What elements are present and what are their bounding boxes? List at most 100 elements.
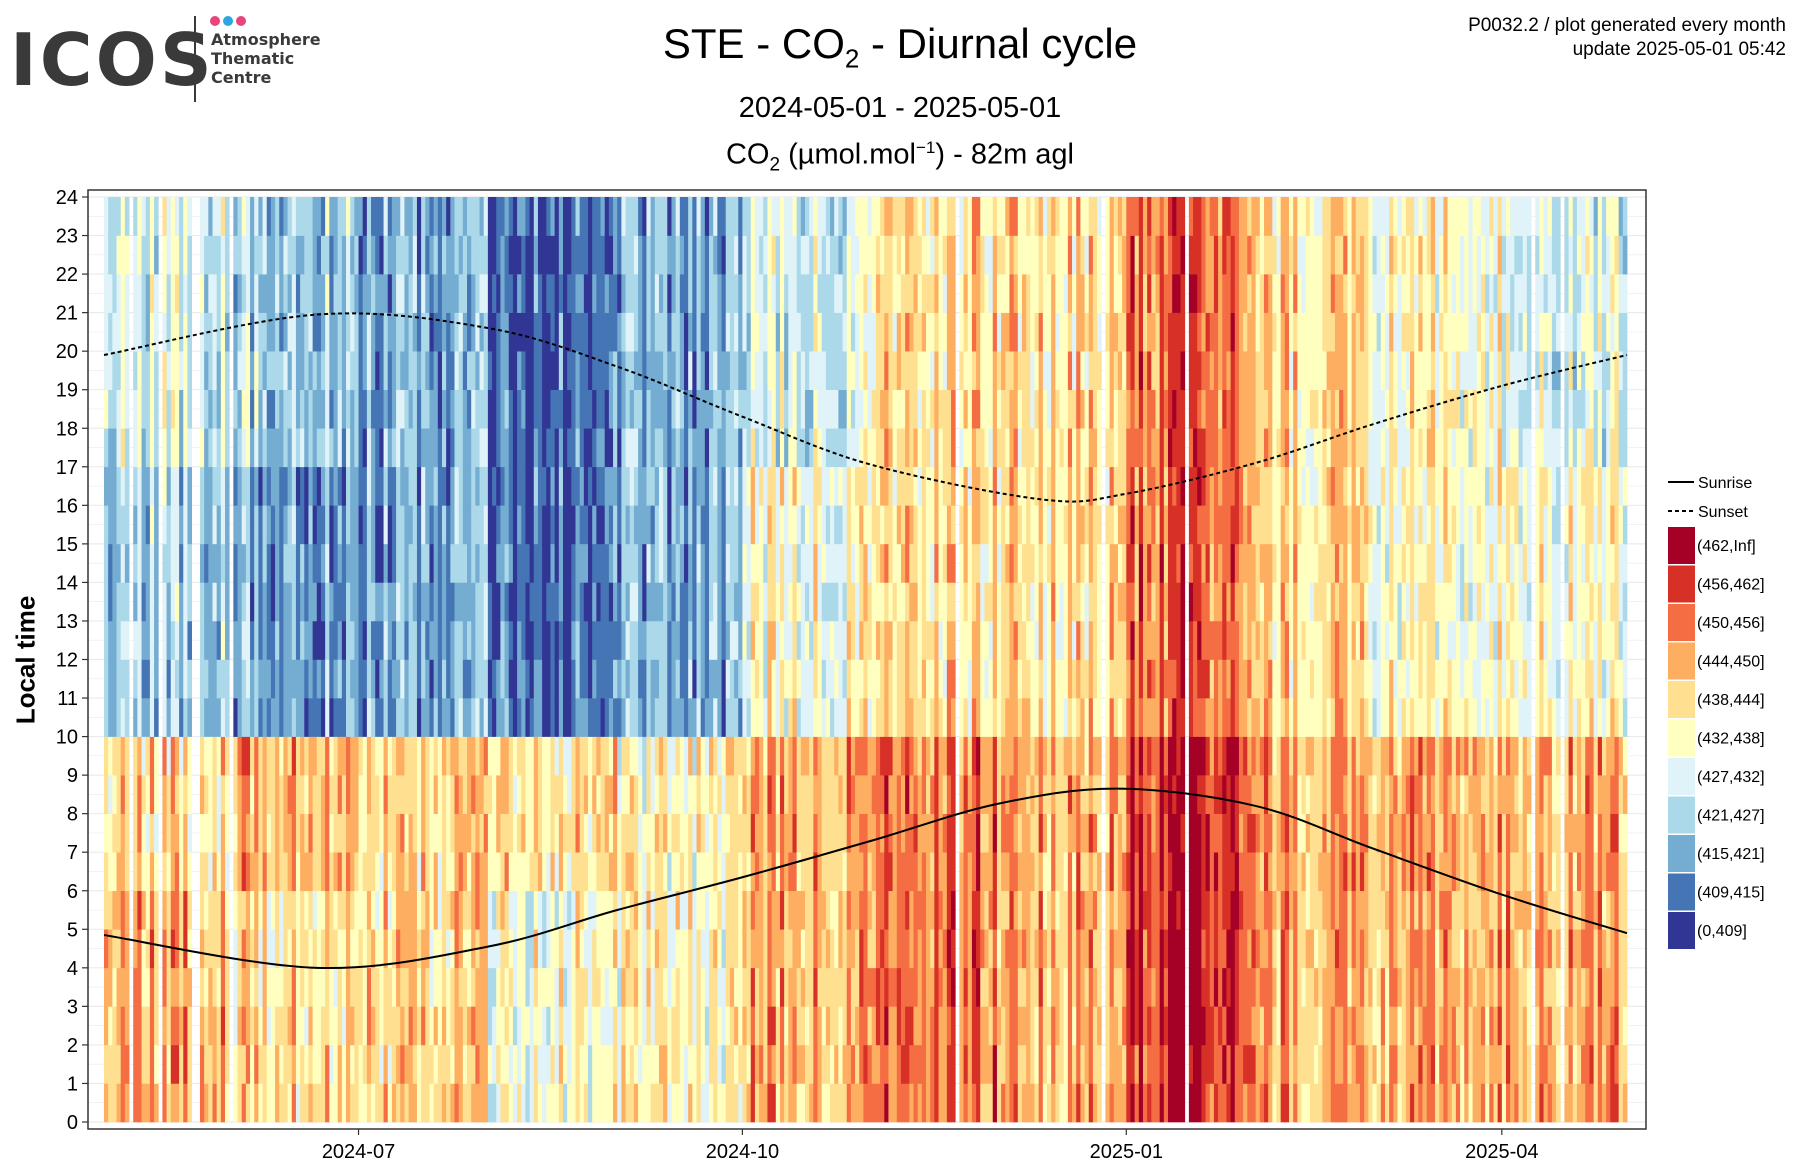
- heatmap-cell: [767, 967, 773, 1007]
- heatmap-cell: [671, 312, 677, 352]
- heatmap-cell: [784, 1044, 789, 1084]
- heatmap-cell: [295, 813, 301, 853]
- heatmap-cell: [867, 505, 873, 545]
- heatmap-cell: [329, 197, 334, 236]
- heatmap-cell: [738, 698, 743, 737]
- heatmap-cell: [596, 852, 601, 892]
- heatmap-cell: [838, 235, 843, 275]
- heatmap-cell: [162, 929, 167, 969]
- heatmap-cell: [600, 620, 606, 660]
- heatmap-cell: [170, 428, 176, 468]
- heatmap-cell: [667, 698, 672, 737]
- heatmap-cell: [834, 582, 839, 622]
- heatmap-cell: [875, 852, 881, 892]
- heatmap-cell: [817, 929, 823, 969]
- heatmap-cell: [108, 428, 113, 468]
- heatmap-cell: [446, 929, 451, 969]
- heatmap-cell: [800, 1006, 806, 1046]
- heatmap-cell: [596, 466, 601, 506]
- heatmap-cell: [567, 967, 572, 1007]
- heatmap-cell: [846, 428, 852, 468]
- heatmap-cell: [396, 274, 401, 313]
- heatmap-cell: [742, 428, 747, 468]
- heatmap-cell: [729, 582, 735, 622]
- heatmap-cell: [283, 698, 288, 737]
- heatmap-cell: [216, 235, 222, 275]
- heatmap-cell: [429, 659, 435, 699]
- heatmap-cell: [300, 235, 305, 275]
- heatmap-cell: [525, 312, 530, 352]
- heatmap-cell: [763, 312, 768, 352]
- heatmap-cell: [984, 1006, 989, 1046]
- heatmap-cell: [621, 736, 626, 776]
- heatmap-cell: [496, 235, 501, 275]
- heatmap-cell: [346, 929, 351, 969]
- heatmap-cell: [133, 466, 138, 506]
- heatmap-cell: [663, 852, 668, 892]
- heatmap-cell: [763, 659, 768, 699]
- heatmap-cell: [337, 852, 343, 892]
- heatmap-cell: [583, 1006, 589, 1046]
- heatmap-cell: [696, 235, 702, 275]
- heatmap-cell: [362, 736, 368, 776]
- heatmap-cell: [683, 929, 689, 969]
- heatmap-cell: [638, 197, 643, 236]
- heatmap-cell: [333, 197, 339, 236]
- heatmap-cell: [784, 1006, 789, 1046]
- heatmap-cell: [412, 197, 418, 236]
- heatmap-cell: [608, 312, 614, 352]
- heatmap-cell: [237, 659, 243, 699]
- heatmap-cell: [784, 543, 789, 583]
- heatmap-cell: [529, 428, 535, 468]
- heatmap-cell: [596, 736, 601, 776]
- heatmap-cell: [350, 813, 355, 853]
- heatmap-cell: [295, 890, 301, 930]
- heatmap-cell: [946, 620, 952, 660]
- heatmap-cells: [104, 197, 1628, 1123]
- heatmap-cell: [454, 389, 460, 429]
- heatmap-cell: [738, 813, 743, 853]
- heatmap-cell: [830, 890, 835, 930]
- heatmap-cell: [696, 389, 702, 429]
- heatmap-cell: [320, 466, 326, 506]
- heatmap-cell: [279, 736, 284, 776]
- heatmap-cell: [567, 582, 572, 622]
- heatmap-cell: [834, 967, 839, 1007]
- heatmap-cell: [938, 312, 944, 352]
- heatmap-cell: [387, 659, 393, 699]
- heatmap-cell: [621, 929, 626, 969]
- heatmap-cell: [917, 235, 923, 275]
- heatmap-cell: [838, 428, 843, 468]
- heatmap-cell: [333, 235, 339, 275]
- heatmap-cell: [337, 813, 343, 853]
- heatmap-cell: [537, 235, 543, 275]
- heatmap-cell: [104, 659, 109, 699]
- heatmap-cell: [838, 197, 843, 236]
- heatmap-cell: [913, 698, 919, 737]
- heatmap-cell: [905, 351, 910, 391]
- heatmap-cell: [717, 466, 722, 506]
- heatmap-cell: [946, 967, 952, 1007]
- heatmap-cell: [492, 582, 497, 622]
- heatmap-cell: [830, 620, 835, 660]
- heatmap-cell: [241, 736, 247, 776]
- heatmap-cell: [721, 466, 727, 506]
- heatmap-cell: [400, 389, 405, 429]
- heatmap-cell: [938, 1044, 944, 1084]
- heatmap-cell: [429, 582, 435, 622]
- heatmap-cell: [880, 736, 885, 776]
- heatmap-cell: [112, 543, 117, 583]
- heatmap-cell: [387, 235, 393, 275]
- heatmap-cell: [875, 274, 881, 313]
- heatmap-cell: [850, 620, 856, 660]
- heatmap-cell: [942, 351, 948, 391]
- heatmap-cell: [462, 698, 468, 737]
- heatmap-cell: [679, 197, 685, 236]
- heatmap-cell: [583, 659, 589, 699]
- heatmap-cell: [926, 197, 931, 236]
- update-line: update 2025-05-01 05:42: [1572, 39, 1786, 60]
- heatmap-cell: [454, 235, 460, 275]
- heatmap-cell: [850, 698, 856, 737]
- heatmap-cell: [805, 235, 810, 275]
- heatmap-cell: [696, 1083, 702, 1123]
